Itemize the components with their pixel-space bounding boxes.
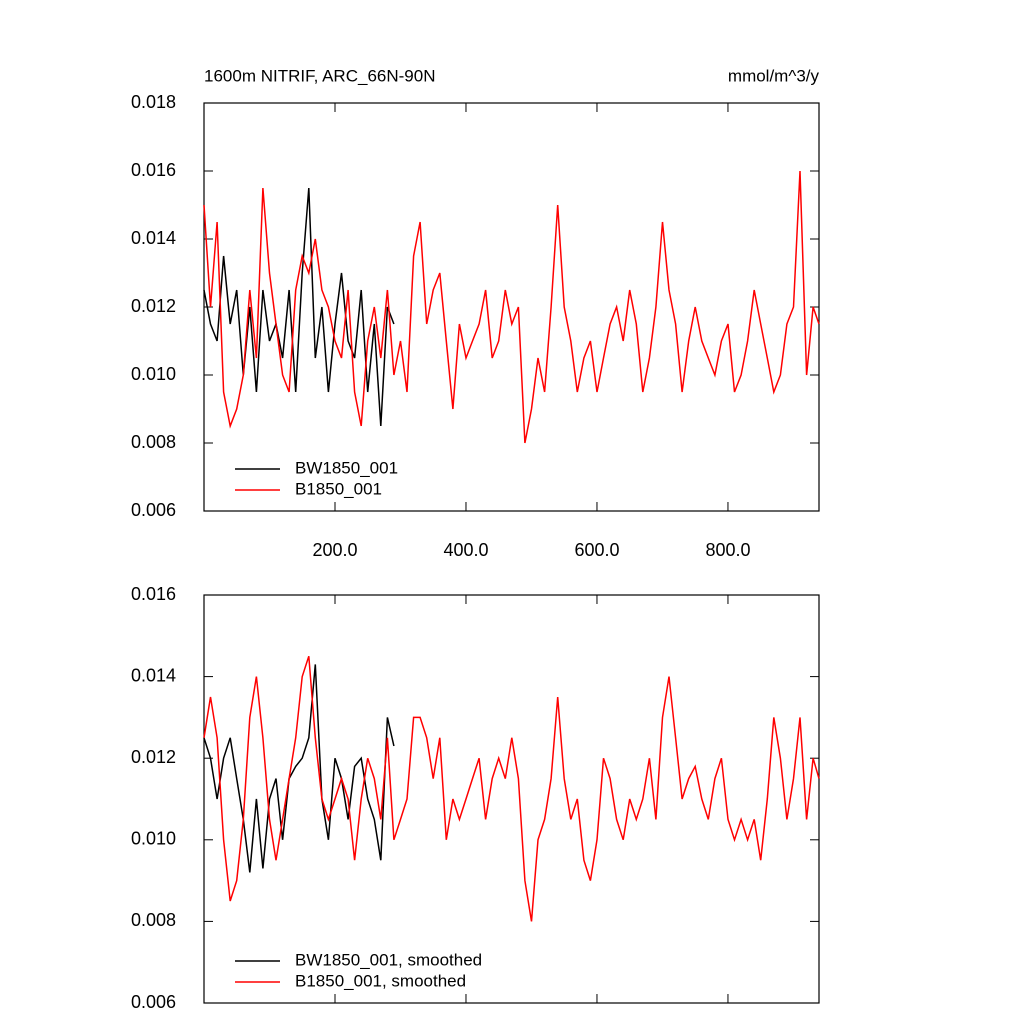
- x-tick-label: 600.0: [574, 540, 619, 560]
- plot-frame: [203, 102, 820, 512]
- y-tick-label: 0.010: [131, 364, 176, 384]
- y-tick-label: 0.012: [131, 296, 176, 316]
- y-tick-label: 0.008: [131, 432, 176, 452]
- x-tick-label: 400.0: [443, 540, 488, 560]
- y-tick-label: 0.014: [131, 228, 176, 248]
- x-tick-label: 200.0: [312, 540, 357, 560]
- y-tick-label: 0.010: [131, 829, 176, 849]
- chart-title: 1600m NITRIF, ARC_66N-90N: [204, 66, 435, 85]
- legend-label: B1850_001, smoothed: [295, 971, 466, 990]
- series-line: [203, 664, 395, 873]
- units-label: mmol/m^3/y: [728, 66, 820, 85]
- series-line: [203, 187, 395, 427]
- x-tick-label: 800.0: [705, 540, 750, 560]
- y-tick-label: 0.006: [131, 500, 176, 520]
- y-tick-label: 0.012: [131, 747, 176, 767]
- legend-label: B1850_001: [295, 479, 382, 498]
- legend-label: BW1850_001: [295, 458, 398, 477]
- y-tick-label: 0.006: [131, 992, 176, 1012]
- y-tick-label: 0.016: [131, 160, 176, 180]
- plot-frame: [203, 594, 820, 1004]
- series-line: [203, 170, 820, 444]
- y-tick-label: 0.018: [131, 92, 176, 112]
- series-line: [203, 655, 820, 922]
- legend-label: BW1850_001, smoothed: [295, 950, 482, 969]
- y-tick-label: 0.014: [131, 665, 176, 685]
- y-tick-label: 0.016: [131, 584, 176, 604]
- y-tick-label: 0.008: [131, 910, 176, 930]
